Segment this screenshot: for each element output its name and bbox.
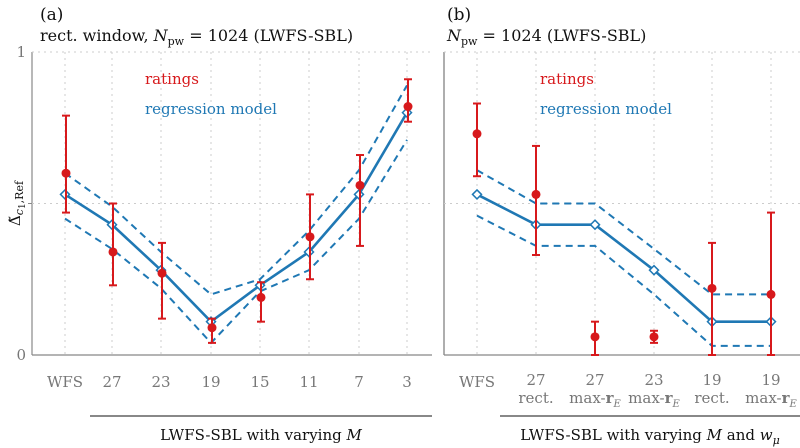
y-axis-label: Δ̃c1,Ref <box>6 180 28 226</box>
x-tick-sublabel: rect. <box>518 389 553 407</box>
x-tick-label: 19 <box>761 371 780 389</box>
regression-point <box>589 219 601 231</box>
ci-upper-line <box>64 84 408 296</box>
sublabel-sub-E: E <box>613 399 622 410</box>
rating-point <box>403 102 413 112</box>
regression-line <box>64 111 409 324</box>
x-tick-label: 3 <box>402 373 412 391</box>
group-label: LWFS-SBL with varying M and wμ <box>520 426 780 447</box>
rating-point <box>707 283 717 293</box>
rating-point <box>531 189 541 199</box>
group-label-text: LWFS-SBL with varying <box>520 426 706 444</box>
ci-upper-line <box>476 169 771 296</box>
rating-point <box>108 247 118 257</box>
x-tick-label: 27 <box>102 373 121 391</box>
panel-label: (b) <box>447 5 471 25</box>
legend-ratings: ratings <box>540 70 594 88</box>
x-tick-label: 7 <box>354 373 364 391</box>
ci-lower-line <box>476 214 771 347</box>
y-tick-label: 1 <box>16 43 26 61</box>
y-label-delta: Δ̃ <box>6 215 24 226</box>
rating-point <box>472 129 482 139</box>
group-label-mu: μ <box>773 434 780 447</box>
sublabel-part: max- <box>569 389 605 407</box>
x-tick-sublabel: rect. <box>694 389 729 407</box>
regression-point <box>648 264 660 276</box>
x-tick-label: 15 <box>250 373 269 391</box>
title-subscript: pw <box>168 35 185 48</box>
legend-regression: regression model <box>540 100 672 118</box>
rating-point <box>649 332 659 342</box>
title-subscript: pw <box>461 35 478 48</box>
regression-point <box>471 188 483 200</box>
group-label-w: w <box>760 426 773 444</box>
title-text-rest: = 1024 (LWFS-SBL) <box>477 26 646 45</box>
y-tick-label: 0 <box>16 346 26 364</box>
sublabel-bold-r: r <box>782 389 791 407</box>
group-label-text: LWFS-SBL with varying <box>160 426 346 444</box>
legend-ratings: ratings <box>145 70 199 88</box>
sublabel-sub-E: E <box>672 399 681 410</box>
title-symbol: N <box>446 26 462 45</box>
ci-lower-line <box>64 139 408 345</box>
group-label: LWFS-SBL with varying M <box>160 426 362 444</box>
panel-label: (a) <box>40 5 63 25</box>
rating-point <box>157 268 167 278</box>
panel-a: (a)rect. window, Npw = 1024 (LWFS-SBL) 0 1… <box>6 5 432 444</box>
x-tick-label: 11 <box>299 373 318 391</box>
x-tick-sublabel: max-rE <box>569 389 621 410</box>
group-label-M: M <box>706 426 723 444</box>
rating-point <box>256 292 266 302</box>
y-label-sub: c <box>13 209 26 215</box>
x-tick-label: 23 <box>644 371 663 389</box>
sublabel-part: max- <box>745 389 781 407</box>
legend-regression: regression model <box>145 100 277 118</box>
rating-point <box>61 168 71 178</box>
panel-b: (b)Npw = 1024 (LWFS-SBL)WFS 27rect.27max-… <box>443 5 800 447</box>
title-text: rect. window, <box>40 26 154 45</box>
group-label-M: M <box>346 426 363 444</box>
rating-point <box>590 332 600 342</box>
x-tick-label: 19 <box>702 371 721 389</box>
x-tick-sublabel: max-rE <box>745 389 797 410</box>
y-label-subsub: 1 <box>18 203 28 209</box>
x-tick-label: 27 <box>585 371 604 389</box>
rating-point <box>305 232 315 242</box>
rating-point <box>766 289 776 299</box>
sublabel-part: max- <box>628 389 664 407</box>
rating-point <box>355 180 365 190</box>
x-tick-label: 27 <box>526 371 545 389</box>
x-tick-label: 19 <box>201 373 220 391</box>
regression-line <box>476 193 771 323</box>
sublabel-bold-r: r <box>606 389 615 407</box>
x-tick-label: WFS <box>47 373 83 391</box>
panel-title: Npw = 1024 (LWFS-SBL) <box>446 26 646 48</box>
y-label-ref: ,Ref <box>13 180 26 203</box>
group-label-and: and <box>722 426 760 444</box>
panel-title: rect. window, Npw = 1024 (LWFS-SBL) <box>40 26 353 48</box>
sublabel-sub-E: E <box>789 399 798 410</box>
title-text-rest: = 1024 (LWFS-SBL) <box>184 26 353 45</box>
x-tick-label: WFS <box>459 373 495 391</box>
rating-point <box>207 323 217 333</box>
title-symbol: N <box>153 26 169 45</box>
x-tick-sublabel: max-rE <box>628 389 680 410</box>
x-tick-label: 23 <box>151 373 170 391</box>
sublabel-bold-r: r <box>665 389 674 407</box>
